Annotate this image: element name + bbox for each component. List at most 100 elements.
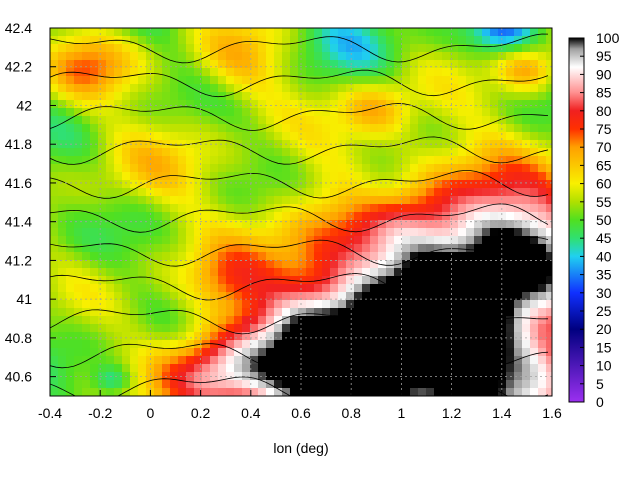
heatmap-cell bbox=[122, 84, 131, 93]
heatmap-cell bbox=[194, 332, 203, 341]
heatmap-cell bbox=[186, 324, 195, 333]
heatmap-cell bbox=[338, 76, 347, 85]
heatmap-cell bbox=[330, 188, 339, 197]
heatmap-cell bbox=[106, 84, 115, 93]
heatmap-cell bbox=[442, 204, 451, 213]
heatmap-cell bbox=[466, 364, 475, 373]
heatmap-cell bbox=[210, 60, 219, 69]
heatmap-cell bbox=[458, 220, 467, 229]
heatmap-cell bbox=[458, 188, 467, 197]
heatmap-cell bbox=[250, 260, 259, 269]
heatmap-cell bbox=[90, 244, 99, 253]
heatmap-cell bbox=[250, 316, 259, 325]
heatmap-cell bbox=[146, 252, 155, 261]
heatmap-cell bbox=[482, 244, 491, 253]
heatmap-cell bbox=[362, 292, 371, 301]
heatmap-cell bbox=[194, 316, 203, 325]
heatmap-cell bbox=[418, 36, 427, 45]
x-tick-label: 1.6 bbox=[542, 405, 562, 421]
heatmap-cell bbox=[362, 380, 371, 389]
heatmap-cell bbox=[546, 332, 552, 341]
heatmap-cell bbox=[298, 380, 307, 389]
heatmap-cell bbox=[322, 76, 331, 85]
y-tick-label: 41.2 bbox=[5, 252, 32, 268]
heatmap-cell bbox=[370, 172, 379, 181]
heatmap-cell bbox=[338, 172, 347, 181]
heatmap-cell bbox=[538, 292, 547, 301]
heatmap-cell bbox=[74, 332, 83, 341]
heatmap-cell bbox=[418, 356, 427, 365]
heatmap-cell bbox=[146, 268, 155, 277]
heatmap-cell bbox=[234, 276, 243, 285]
heatmap-cell bbox=[74, 348, 83, 357]
heatmap-cell bbox=[546, 180, 552, 189]
heatmap-cell bbox=[146, 92, 155, 101]
heatmap-cell bbox=[522, 188, 531, 197]
heatmap-cell bbox=[306, 380, 315, 389]
heatmap-cell bbox=[506, 124, 515, 133]
heatmap-cell bbox=[442, 244, 451, 253]
heatmap-cell bbox=[234, 108, 243, 117]
heatmap-cell bbox=[282, 340, 291, 349]
heatmap-cell bbox=[322, 52, 331, 61]
heatmap-cell bbox=[354, 324, 363, 333]
heatmap-cell bbox=[58, 388, 67, 396]
heatmap-cell bbox=[506, 332, 515, 341]
heatmap-cell bbox=[186, 60, 195, 69]
heatmap-cell bbox=[66, 76, 75, 85]
heatmap-cell bbox=[154, 204, 163, 213]
heatmap-cell bbox=[162, 252, 171, 261]
heatmap-cell bbox=[506, 308, 515, 317]
heatmap-cell bbox=[386, 36, 395, 45]
heatmap-cell bbox=[282, 364, 291, 373]
heatmap-cell bbox=[394, 348, 403, 357]
heatmap-cell bbox=[498, 140, 507, 149]
heatmap-cell bbox=[466, 108, 475, 117]
heatmap-cell bbox=[474, 236, 483, 245]
heatmap-cell bbox=[418, 228, 427, 237]
heatmap-cell bbox=[122, 156, 131, 165]
heatmap-cell bbox=[298, 156, 307, 165]
heatmap-cell bbox=[154, 36, 163, 45]
heatmap-cell bbox=[130, 292, 139, 301]
heatmap-cell bbox=[314, 332, 323, 341]
heatmap-cell bbox=[194, 116, 203, 125]
heatmap-cell bbox=[306, 116, 315, 125]
heatmap-cell bbox=[282, 324, 291, 333]
heatmap-cell bbox=[410, 108, 419, 117]
heatmap-cell bbox=[146, 68, 155, 77]
heatmap-cell bbox=[98, 156, 107, 165]
heatmap-cell bbox=[130, 100, 139, 109]
colorbar-tick-label: 20 bbox=[596, 321, 612, 337]
heatmap-cell bbox=[282, 84, 291, 93]
heatmap-cell bbox=[466, 156, 475, 165]
heatmap-cell bbox=[138, 212, 147, 221]
heatmap-cell bbox=[178, 44, 187, 53]
heatmap-cell bbox=[66, 364, 75, 373]
heatmap-cell bbox=[306, 52, 315, 61]
heatmap-cell bbox=[258, 124, 267, 133]
heatmap-cell bbox=[282, 68, 291, 77]
heatmap-cell bbox=[242, 212, 251, 221]
heatmap-cell bbox=[154, 132, 163, 141]
heatmap-cell bbox=[106, 228, 115, 237]
heatmap-cell bbox=[114, 116, 123, 125]
heatmap-cell bbox=[402, 204, 411, 213]
heatmap-cell bbox=[90, 132, 99, 141]
heatmap-cell bbox=[410, 236, 419, 245]
heatmap-cell bbox=[322, 108, 331, 117]
heatmap-cell bbox=[346, 228, 355, 237]
heatmap-cell bbox=[290, 28, 299, 37]
heatmap-cell bbox=[130, 300, 139, 309]
heatmap-cell bbox=[266, 116, 275, 125]
contour-line bbox=[50, 69, 549, 98]
heatmap-cell bbox=[346, 44, 355, 53]
heatmap-cell bbox=[394, 276, 403, 285]
heatmap-cell bbox=[346, 188, 355, 197]
heatmap-cell bbox=[378, 76, 387, 85]
heatmap-cell bbox=[282, 164, 291, 173]
heatmap-cell bbox=[362, 236, 371, 245]
heatmap-cell bbox=[266, 236, 275, 245]
heatmap-cell bbox=[370, 92, 379, 101]
heatmap-cell bbox=[282, 100, 291, 109]
